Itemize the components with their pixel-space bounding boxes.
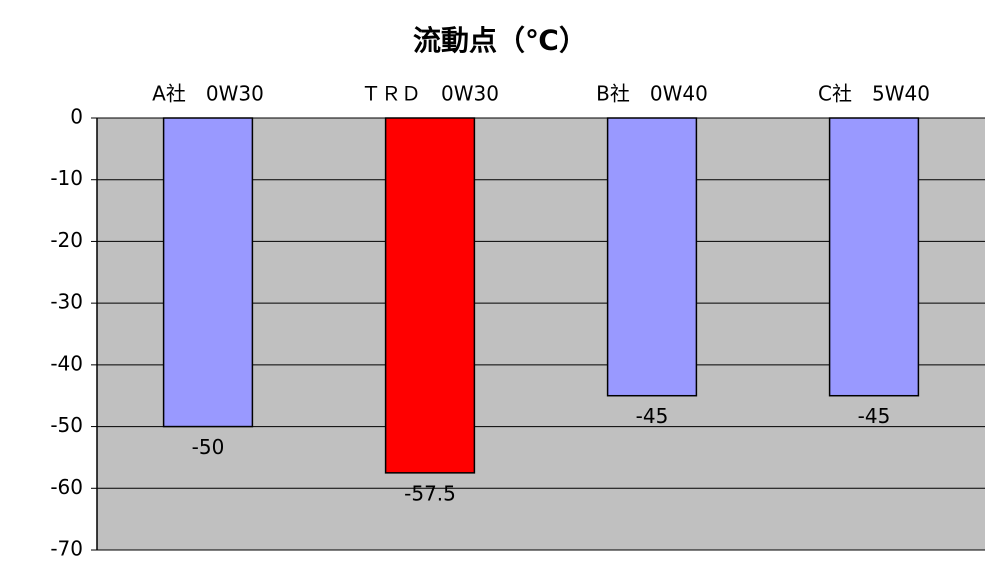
x-tick-label: ＴＲＤ 0W30	[361, 82, 499, 106]
y-tick-label: 0	[70, 105, 83, 129]
y-tick-label: -50	[50, 413, 83, 437]
x-tick-label: A社 0W30	[152, 82, 264, 106]
y-tick-label: -70	[50, 537, 83, 561]
data-label: -57.5	[404, 481, 456, 505]
data-label: -45	[636, 404, 669, 428]
bar	[384, 117, 476, 474]
data-label: -45	[858, 404, 891, 428]
bar	[606, 117, 698, 397]
chart-title: 流動点（℃）	[413, 24, 587, 57]
bar	[828, 117, 920, 397]
data-label: -50	[192, 435, 225, 459]
y-tick-label: -60	[50, 475, 83, 499]
y-tick-label: -20	[50, 228, 83, 252]
x-tick-label: C社 5W40	[818, 82, 930, 106]
x-tick-label: B社 0W40	[596, 82, 708, 106]
y-tick-label: -40	[50, 351, 83, 375]
bar	[162, 117, 254, 428]
y-tick-label: -10	[50, 166, 83, 190]
y-tick-label: -30	[50, 290, 83, 314]
